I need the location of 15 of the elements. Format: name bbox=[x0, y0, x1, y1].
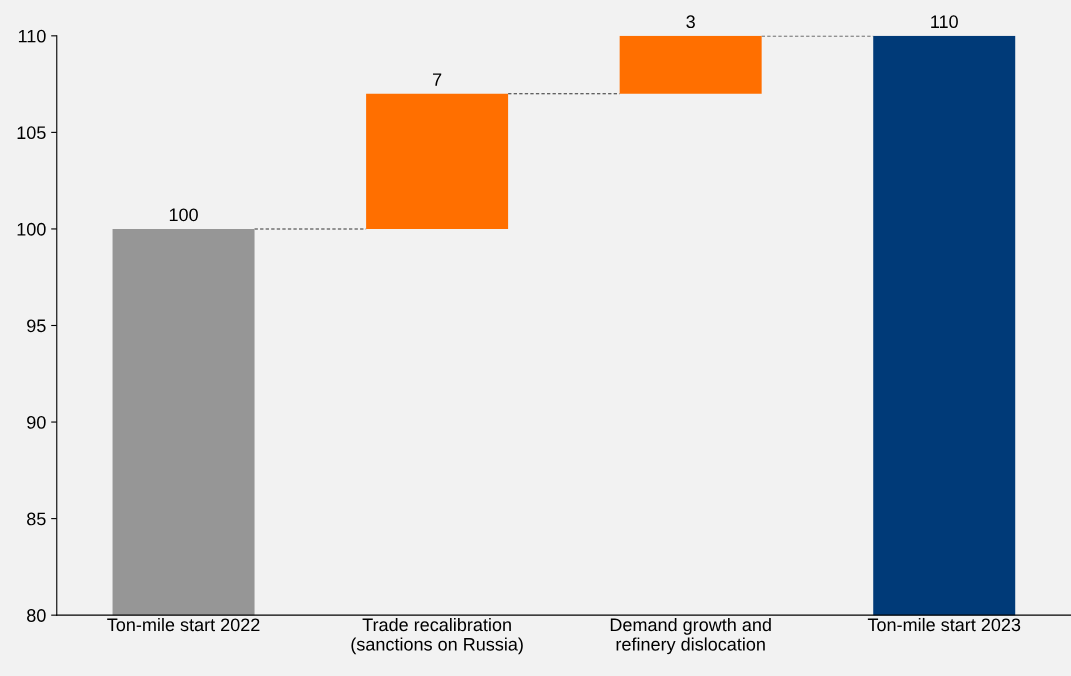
y-tick-label: 95 bbox=[27, 319, 46, 333]
data-label: 100 bbox=[169, 208, 198, 222]
y-tick-label: 85 bbox=[27, 512, 46, 526]
data-label: 110 bbox=[931, 15, 958, 29]
y-tick-label: 105 bbox=[17, 126, 46, 140]
y-tick-label: 100 bbox=[17, 222, 46, 236]
x-tick-label: Ton-mile start 2023 bbox=[867, 617, 1021, 632]
y-tick-label: 110 bbox=[18, 29, 46, 43]
x-tick-label: Trade recalibration (sanctions on Russia) bbox=[351, 617, 523, 655]
data-label: 3 bbox=[686, 15, 695, 29]
y-tick-label: 90 bbox=[27, 415, 46, 429]
y-tick-label: 80 bbox=[27, 609, 46, 622]
x-tick-label: Ton-mile start 2022 bbox=[107, 617, 260, 632]
data-label: 7 bbox=[433, 73, 442, 86]
x-tick-label: Demand growth and refinery dislocation bbox=[610, 617, 771, 655]
